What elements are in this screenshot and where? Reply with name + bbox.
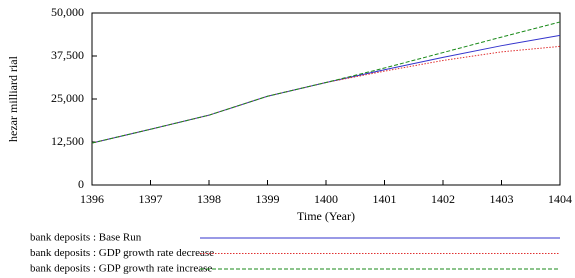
- x-axis-title: Time (Year): [297, 209, 355, 223]
- x-tick-label: 1398: [197, 192, 221, 206]
- y-tick-label: 50,000: [51, 5, 84, 19]
- legend-label: bank deposits : Base Run: [30, 232, 142, 244]
- legend-label: bank deposits : GDP growth rate decrease: [30, 247, 214, 259]
- x-tick-label: 1402: [431, 192, 455, 206]
- x-tick-label: 1396: [80, 192, 104, 206]
- x-tick-label: 1400: [314, 192, 338, 206]
- series-line: [92, 46, 560, 143]
- y-tick-label: 37,500: [51, 48, 84, 62]
- x-tick-label: 1401: [373, 192, 397, 206]
- x-tick-label: 1399: [256, 192, 280, 206]
- x-tick-label: 1403: [490, 192, 514, 206]
- x-tick-label: 1404: [548, 192, 572, 206]
- y-tick-label: 12,500: [51, 134, 84, 148]
- x-tick-label: 1397: [139, 192, 163, 206]
- y-tick-label: 0: [78, 177, 84, 191]
- y-axis-title: hezar milliard rial: [6, 55, 20, 142]
- legend-label: bank deposits : GDP growth rate increase: [30, 263, 212, 275]
- chart: hezar milliard rial Time (Year) 0 12,500 2…: [0, 0, 575, 278]
- plot-frame: [92, 13, 560, 185]
- y-tick-label: 25,000: [51, 91, 84, 105]
- series-line: [92, 22, 560, 143]
